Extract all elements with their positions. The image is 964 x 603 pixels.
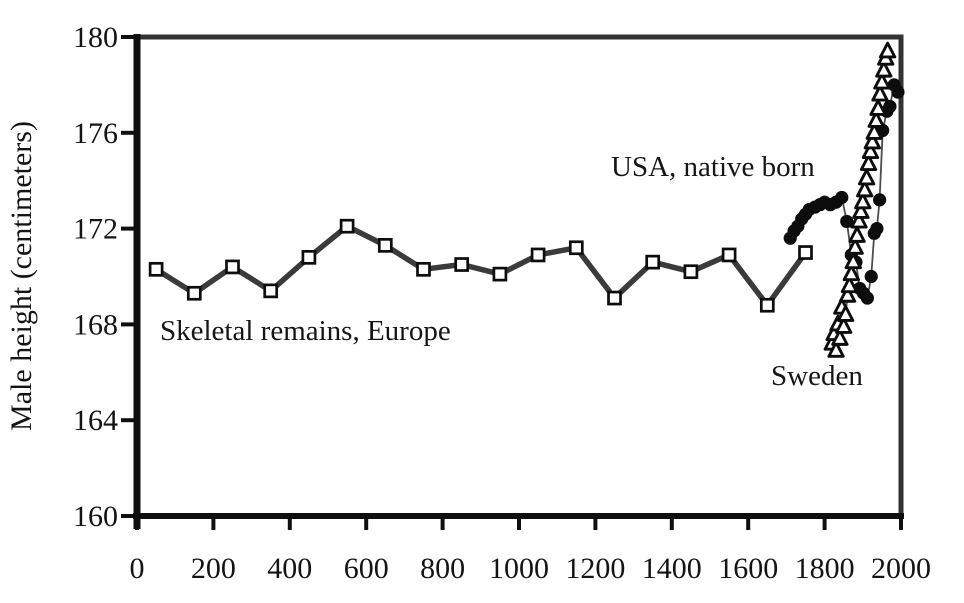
skeletal-point <box>339 218 355 234</box>
y-tick-label-176: 176 <box>73 117 118 150</box>
x-tick-label-0: 0 <box>130 552 145 585</box>
usa-point <box>864 269 878 284</box>
sweden-point <box>850 211 868 229</box>
skeletal-point <box>377 238 393 253</box>
skeletal-point <box>683 264 699 280</box>
skeletal-point <box>301 249 317 265</box>
y-tick-label-172: 172 <box>73 213 118 246</box>
sweden-point <box>865 123 883 140</box>
skeletal-point <box>454 257 470 272</box>
skeletal-point <box>798 245 813 260</box>
skeletal-point <box>263 283 279 299</box>
skeletal-point <box>186 285 202 301</box>
sweden-point <box>869 99 887 116</box>
usa-point <box>835 190 849 205</box>
sweden-point <box>844 252 862 270</box>
skeletal-point <box>721 247 737 263</box>
x-tick-label-1000: 1000 <box>489 552 549 585</box>
sweden-point <box>846 238 864 255</box>
annotation-sweden: Sweden <box>771 360 863 392</box>
sweden-point <box>873 72 891 90</box>
y-axis-title: Male height (centimeters) <box>5 121 38 431</box>
x-tick-label-1800: 1800 <box>795 552 855 585</box>
x-tick-label-200: 200 <box>191 552 236 585</box>
usa-point <box>873 193 887 207</box>
sweden-point <box>867 111 885 128</box>
x-tick-label-800: 800 <box>420 552 465 585</box>
x-tick-label-1600: 1600 <box>718 552 778 585</box>
y-tick-label-180: 180 <box>73 21 118 54</box>
sweden-point <box>863 132 881 150</box>
sweden-point <box>840 276 859 294</box>
skeletal-point <box>416 261 431 277</box>
y-tick-label-164: 164 <box>73 404 118 437</box>
series-skeletal-markers <box>148 218 813 313</box>
sweden-point <box>878 41 897 59</box>
sweden-point <box>838 286 857 303</box>
usa-point <box>860 291 874 305</box>
y-tick-label-160: 160 <box>73 500 118 533</box>
skeletal-point <box>492 266 508 282</box>
usa-point <box>891 85 905 99</box>
x-tick-label-600: 600 <box>344 552 389 585</box>
sweden-point <box>848 226 866 243</box>
x-tick-label-2000: 2000 <box>871 552 931 585</box>
sweden-point <box>859 154 878 171</box>
series-skeletal-line <box>153 223 809 308</box>
sweden-point <box>875 60 893 78</box>
skeletal-point <box>225 259 240 275</box>
skeletal-point <box>645 254 661 270</box>
annotation-usa-native-born: USA, native born <box>611 151 815 183</box>
usa-point <box>883 99 897 114</box>
sweden-point <box>861 142 880 160</box>
skeletal-point <box>530 247 546 263</box>
sweden-point <box>854 192 872 210</box>
sweden-point <box>836 305 855 322</box>
series-layer <box>148 41 905 358</box>
usa-point <box>840 214 854 229</box>
sweden-point <box>831 329 849 346</box>
skeletal-point <box>568 240 584 256</box>
skeletal-point <box>148 261 164 277</box>
sweden-point <box>871 84 889 102</box>
x-tick-label-1400: 1400 <box>642 552 702 585</box>
x-tick-label-400: 400 <box>267 552 312 585</box>
series-usa-markers <box>783 78 905 305</box>
annotation-skeletal-remains-europe: Skeletal remains, Europe <box>160 315 451 347</box>
usa-point <box>870 222 884 236</box>
skeletal-point <box>607 290 622 306</box>
sweden-point <box>835 317 853 334</box>
x-tick-label-1200: 1200 <box>565 552 625 585</box>
sweden-point <box>827 341 845 358</box>
sweden-point <box>857 168 876 186</box>
y-tick-label-168: 168 <box>73 308 118 341</box>
skeletal-point <box>759 297 775 313</box>
series-sweden-markers <box>823 41 897 358</box>
sweden-point <box>842 264 860 282</box>
sweden-point <box>852 202 870 219</box>
sweden-point <box>856 180 874 198</box>
